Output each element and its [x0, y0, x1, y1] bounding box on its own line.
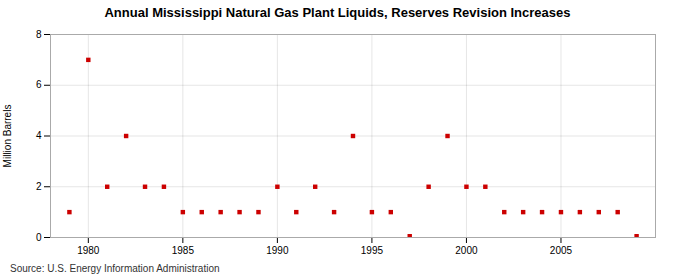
svg-text:6: 6	[36, 79, 42, 90]
svg-text:0: 0	[36, 232, 42, 243]
html-text:Annual Mississippi Natural Gas: Annual Mississippi Natural Gas Plant Liq…	[104, 5, 571, 20]
svg-text:2000: 2000	[455, 245, 478, 256]
svg-text:4: 4	[36, 130, 42, 141]
svg-text:8: 8	[36, 29, 42, 40]
svg-text:1980: 1980	[77, 245, 100, 256]
html-text:Source: U.S. Energy Informatio: Source: U.S. Energy Information Administ…	[10, 263, 220, 274]
svg-text:2005: 2005	[550, 245, 573, 256]
svg-text:Million Barrels: Million Barrels	[2, 105, 13, 168]
svg-text:1990: 1990	[266, 245, 289, 256]
svg-text:2: 2	[36, 181, 42, 192]
svg-text:1985: 1985	[172, 245, 195, 256]
svg-text:1995: 1995	[361, 245, 384, 256]
